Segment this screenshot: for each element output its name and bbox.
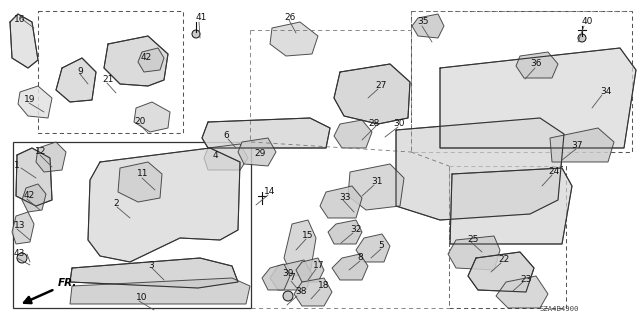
Polygon shape: [270, 22, 318, 56]
Polygon shape: [284, 220, 316, 276]
Text: 23: 23: [520, 275, 531, 284]
Polygon shape: [332, 254, 368, 280]
Text: 18: 18: [318, 281, 330, 291]
Text: 35: 35: [417, 18, 429, 26]
Text: 24: 24: [548, 167, 559, 175]
Polygon shape: [348, 164, 404, 210]
Polygon shape: [104, 36, 168, 86]
Text: 34: 34: [600, 86, 611, 95]
Text: 40: 40: [582, 18, 593, 26]
Polygon shape: [70, 278, 250, 304]
Text: 39: 39: [282, 269, 294, 278]
Polygon shape: [18, 86, 52, 118]
Polygon shape: [270, 260, 312, 290]
Polygon shape: [134, 102, 170, 132]
Polygon shape: [262, 264, 290, 290]
Text: 30: 30: [393, 118, 404, 128]
Polygon shape: [550, 128, 614, 162]
Polygon shape: [412, 14, 444, 38]
Polygon shape: [334, 120, 372, 148]
Polygon shape: [334, 64, 410, 124]
Text: SZA4B4900: SZA4B4900: [540, 306, 579, 312]
Circle shape: [578, 34, 586, 42]
Polygon shape: [202, 118, 330, 148]
Text: 42: 42: [141, 54, 152, 63]
Polygon shape: [70, 258, 238, 288]
Text: 43: 43: [14, 249, 26, 258]
Text: 28: 28: [368, 118, 380, 128]
Text: 14: 14: [264, 187, 275, 196]
Text: 38: 38: [295, 287, 307, 296]
Polygon shape: [12, 212, 34, 244]
Polygon shape: [450, 168, 572, 244]
Text: 16: 16: [14, 14, 26, 24]
Polygon shape: [118, 162, 162, 202]
Polygon shape: [320, 186, 362, 218]
Text: 10: 10: [136, 293, 147, 302]
Polygon shape: [356, 234, 390, 262]
Polygon shape: [396, 118, 564, 220]
Polygon shape: [296, 258, 324, 282]
Polygon shape: [294, 278, 332, 306]
Polygon shape: [22, 184, 46, 212]
Text: 15: 15: [302, 232, 314, 241]
Circle shape: [283, 291, 293, 301]
Text: 4: 4: [213, 151, 219, 160]
Text: 29: 29: [254, 149, 266, 158]
Text: 41: 41: [196, 12, 207, 21]
Polygon shape: [10, 14, 38, 68]
Text: 3: 3: [148, 261, 154, 270]
Text: 32: 32: [350, 226, 362, 234]
Text: 1: 1: [14, 160, 20, 169]
Text: 19: 19: [24, 94, 35, 103]
Text: 31: 31: [371, 176, 383, 186]
Polygon shape: [328, 220, 362, 244]
Text: 21: 21: [102, 76, 113, 85]
Polygon shape: [238, 138, 276, 166]
Bar: [13, 142, 251, 308]
Text: 33: 33: [339, 192, 351, 202]
Text: 5: 5: [378, 241, 384, 250]
Polygon shape: [204, 144, 248, 170]
Circle shape: [192, 30, 200, 38]
Bar: [449, 166, 566, 308]
Text: 8: 8: [357, 254, 363, 263]
Polygon shape: [16, 148, 52, 206]
Text: 22: 22: [498, 255, 509, 263]
Text: FR.: FR.: [58, 278, 77, 288]
Polygon shape: [440, 48, 636, 148]
Polygon shape: [516, 52, 558, 78]
Text: 17: 17: [313, 262, 324, 271]
Text: 12: 12: [35, 147, 46, 157]
Bar: [411, 11, 632, 152]
Text: 7: 7: [289, 273, 295, 283]
Polygon shape: [496, 276, 548, 308]
Text: 36: 36: [530, 60, 541, 69]
Text: 6: 6: [223, 131, 228, 140]
Bar: [38, 11, 183, 133]
Text: 37: 37: [571, 140, 582, 150]
Circle shape: [17, 253, 27, 263]
Text: 25: 25: [467, 234, 478, 243]
Text: 9: 9: [77, 66, 83, 76]
Polygon shape: [138, 48, 164, 72]
Polygon shape: [56, 58, 96, 102]
Polygon shape: [88, 148, 240, 262]
Polygon shape: [448, 236, 500, 270]
Text: 13: 13: [14, 220, 26, 229]
Text: 26: 26: [284, 12, 296, 21]
Text: 2: 2: [113, 198, 118, 207]
Text: 20: 20: [134, 116, 145, 125]
Polygon shape: [36, 142, 66, 172]
Text: 42: 42: [24, 190, 35, 199]
Text: 27: 27: [375, 80, 387, 90]
Text: 11: 11: [137, 169, 148, 179]
Polygon shape: [468, 252, 534, 292]
